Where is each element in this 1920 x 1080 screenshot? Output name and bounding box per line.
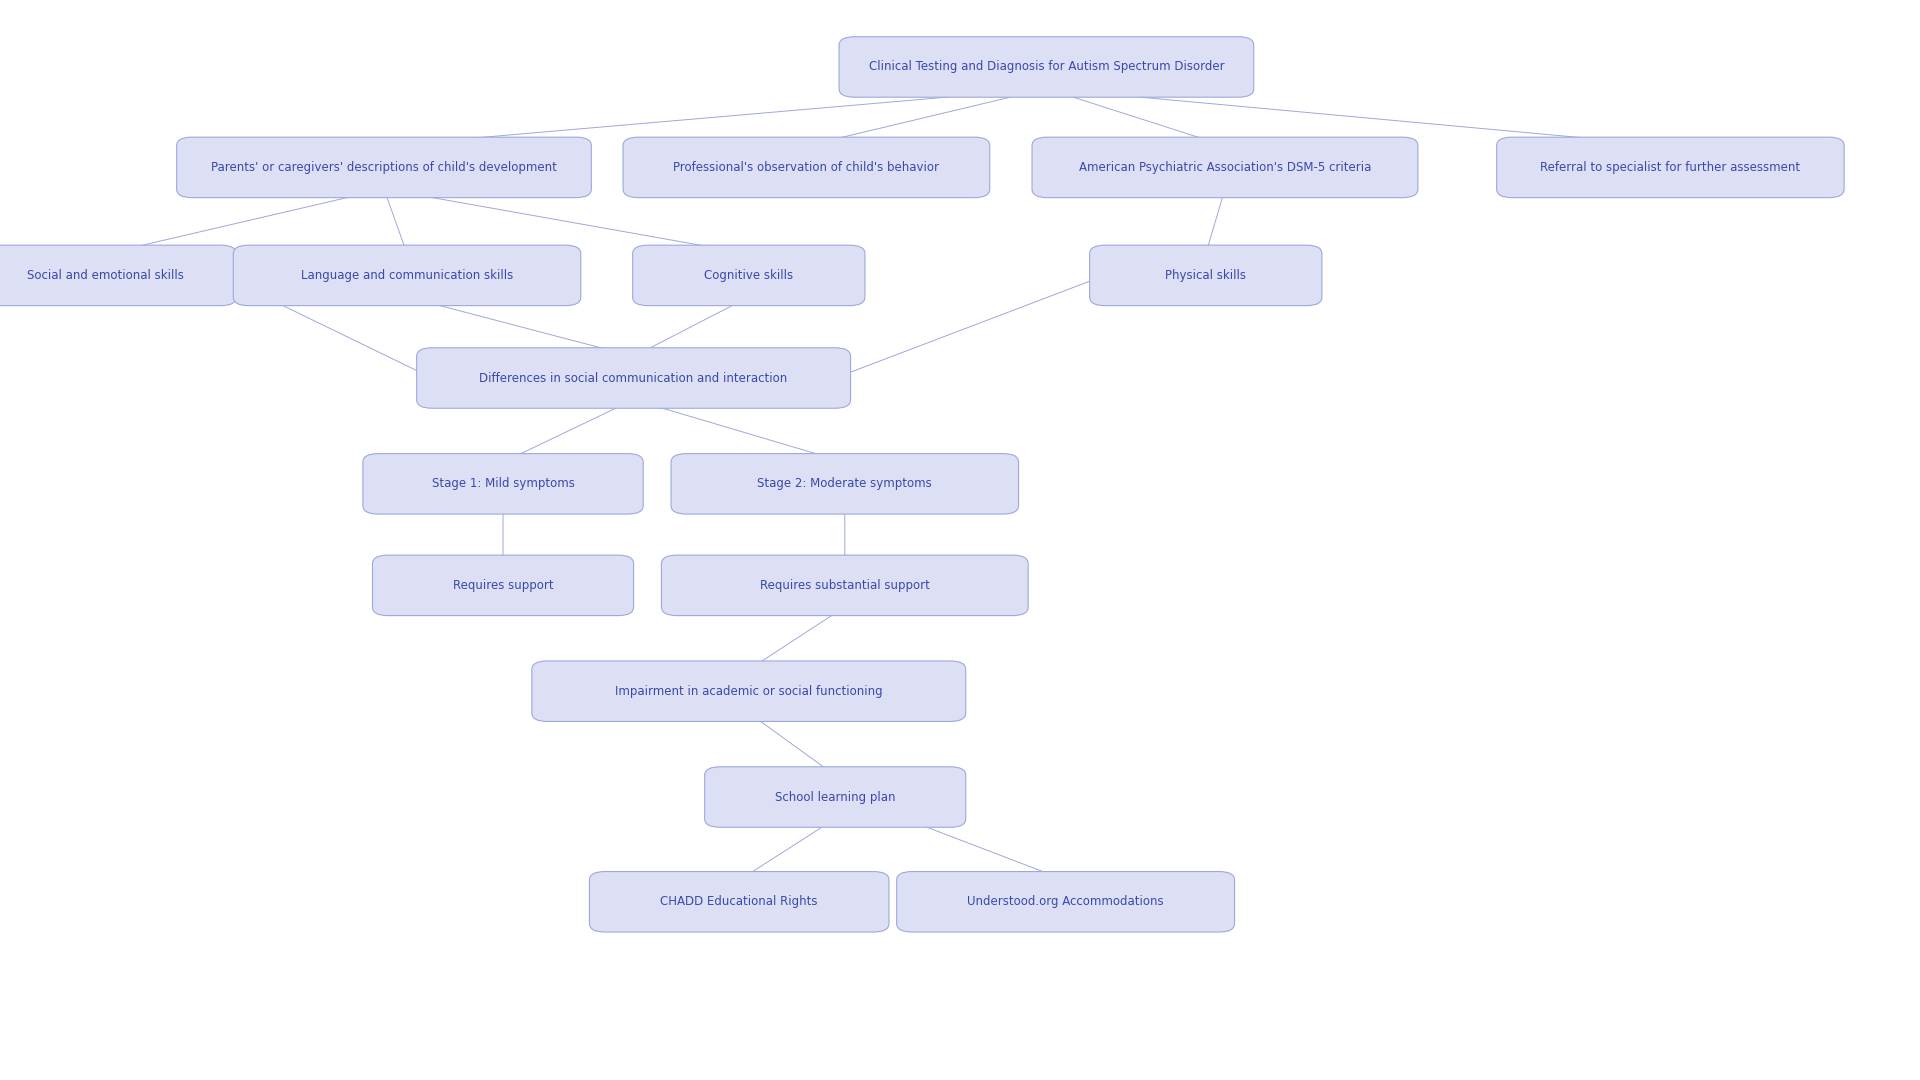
Text: American Psychiatric Association's DSM-5 criteria: American Psychiatric Association's DSM-5… <box>1079 161 1371 174</box>
FancyBboxPatch shape <box>532 661 966 721</box>
Text: Stage 1: Mild symptoms: Stage 1: Mild symptoms <box>432 477 574 490</box>
FancyBboxPatch shape <box>660 555 1029 616</box>
FancyBboxPatch shape <box>1498 137 1843 198</box>
FancyBboxPatch shape <box>417 348 851 408</box>
Text: Social and emotional skills: Social and emotional skills <box>27 269 184 282</box>
FancyBboxPatch shape <box>672 454 1018 514</box>
Text: Language and communication skills: Language and communication skills <box>301 269 513 282</box>
Text: Cognitive skills: Cognitive skills <box>705 269 793 282</box>
FancyBboxPatch shape <box>634 245 864 306</box>
Text: Clinical Testing and Diagnosis for Autism Spectrum Disorder: Clinical Testing and Diagnosis for Autis… <box>868 60 1225 73</box>
FancyBboxPatch shape <box>1033 137 1417 198</box>
Text: Stage 2: Moderate symptoms: Stage 2: Moderate symptoms <box>756 477 933 490</box>
Text: CHADD Educational Rights: CHADD Educational Rights <box>660 895 818 908</box>
FancyBboxPatch shape <box>363 454 643 514</box>
Text: Physical skills: Physical skills <box>1165 269 1246 282</box>
Text: Professional's observation of child's behavior: Professional's observation of child's be… <box>674 161 939 174</box>
FancyBboxPatch shape <box>1089 245 1321 306</box>
Text: Parents' or caregivers' descriptions of child's development: Parents' or caregivers' descriptions of … <box>211 161 557 174</box>
Text: Requires substantial support: Requires substantial support <box>760 579 929 592</box>
FancyBboxPatch shape <box>897 872 1235 932</box>
Text: Referral to specialist for further assessment: Referral to specialist for further asses… <box>1540 161 1801 174</box>
FancyBboxPatch shape <box>177 137 591 198</box>
Text: Understood.org Accommodations: Understood.org Accommodations <box>968 895 1164 908</box>
FancyBboxPatch shape <box>839 37 1254 97</box>
FancyBboxPatch shape <box>705 767 966 827</box>
FancyBboxPatch shape <box>589 872 889 932</box>
Text: Requires support: Requires support <box>453 579 553 592</box>
FancyBboxPatch shape <box>622 137 991 198</box>
Text: School learning plan: School learning plan <box>776 791 895 804</box>
Text: Differences in social communication and interaction: Differences in social communication and … <box>480 372 787 384</box>
FancyBboxPatch shape <box>372 555 634 616</box>
FancyBboxPatch shape <box>0 245 236 306</box>
FancyBboxPatch shape <box>234 245 580 306</box>
Text: Impairment in academic or social functioning: Impairment in academic or social functio… <box>614 685 883 698</box>
